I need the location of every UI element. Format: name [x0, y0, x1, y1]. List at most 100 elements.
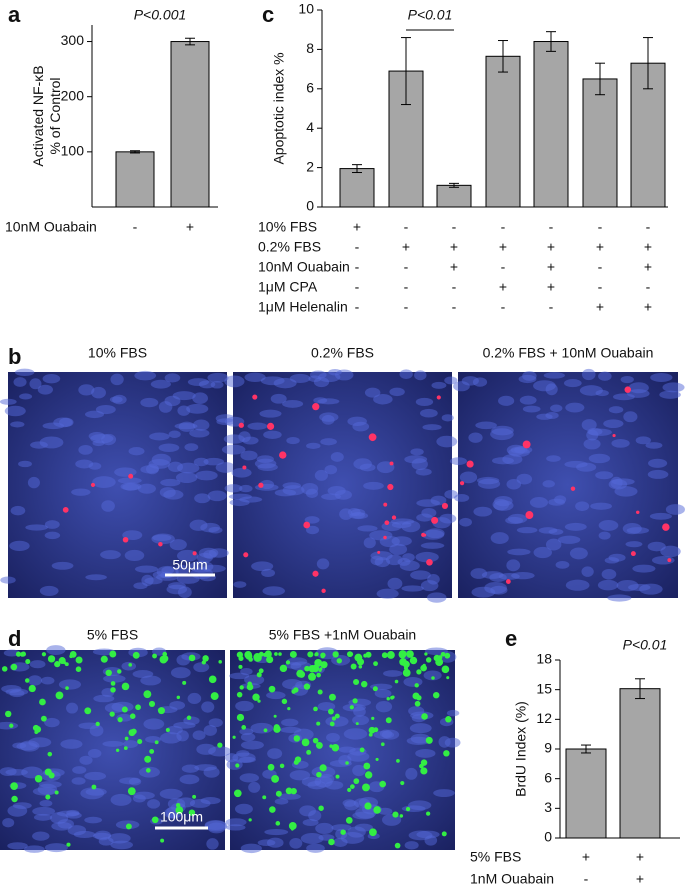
y-tick-label: 200 [61, 87, 85, 103]
nucleus [14, 368, 35, 377]
nucleus [581, 419, 597, 431]
stain [269, 685, 275, 691]
nucleus [192, 392, 208, 404]
stain [377, 550, 381, 554]
stain [238, 655, 244, 662]
nucleus [414, 370, 427, 381]
nucleus [415, 748, 436, 758]
nucleus [542, 480, 555, 488]
nucleus [347, 507, 361, 517]
stain [318, 669, 322, 673]
stain [320, 652, 326, 658]
stain [279, 664, 288, 673]
stain [159, 655, 168, 664]
nucleus [9, 689, 25, 698]
nucleus [363, 481, 384, 490]
condition-sign: - [501, 259, 506, 275]
stain [266, 422, 275, 430]
condition-name: 1μM Helenalin [258, 299, 348, 315]
stain [612, 433, 616, 438]
nucleus [352, 421, 370, 432]
stain [109, 711, 115, 717]
nucleus [321, 414, 335, 425]
nucleus [111, 701, 134, 713]
nucleus [103, 674, 126, 683]
stain [20, 652, 25, 657]
nucleus [420, 542, 445, 549]
nucleus [44, 520, 60, 529]
y-tick-label: 8 [306, 40, 314, 56]
nucleus [149, 432, 170, 441]
stain [256, 672, 262, 678]
nucleus [490, 532, 509, 545]
stain [360, 680, 368, 688]
p-value: P<0.01 [408, 7, 453, 23]
nucleus [172, 391, 196, 401]
nucleus [27, 476, 40, 489]
stain [431, 676, 435, 680]
condition-sign: - [404, 259, 409, 275]
nucleus [423, 670, 442, 681]
stain [213, 692, 218, 698]
nucleus [563, 379, 582, 388]
nucleus [117, 477, 142, 484]
nucleus [259, 409, 282, 418]
condition-sign: - [598, 279, 603, 295]
nucleus [620, 376, 634, 384]
stain [312, 737, 319, 744]
stain [420, 759, 428, 766]
nucleus [647, 469, 669, 479]
y-tick-label: 9 [544, 740, 552, 756]
nucleus [281, 718, 299, 727]
nucleus [444, 489, 458, 499]
nucleus [233, 581, 247, 588]
stain [128, 473, 134, 479]
stain [15, 651, 22, 657]
image-title: 10% FBS [88, 345, 147, 361]
nucleus [207, 372, 229, 383]
nucleus [27, 675, 42, 686]
stain [135, 704, 141, 711]
nucleus [635, 436, 651, 445]
nucleus [404, 455, 428, 464]
nucleus [224, 484, 243, 493]
stain [58, 657, 66, 665]
stain [386, 696, 390, 701]
stain [242, 465, 247, 470]
condition-sign: - [355, 259, 360, 275]
nucleus [160, 478, 181, 487]
stain [306, 749, 312, 755]
stain [422, 663, 426, 667]
condition-sign: - [584, 871, 589, 887]
nucleus [124, 549, 145, 562]
condition-sign: + [644, 259, 652, 275]
condition-sign: - [549, 299, 554, 315]
nucleus [342, 703, 366, 712]
stain [245, 652, 253, 660]
nucleus [120, 482, 142, 491]
y-tick-label: 6 [544, 769, 552, 785]
stain [432, 691, 440, 699]
nucleus [391, 536, 412, 546]
nucleus [575, 501, 590, 512]
stain [416, 669, 422, 675]
nucleus [389, 387, 405, 397]
nucleus [328, 368, 342, 376]
image-title: 5% FBS +1nM Ouabain [269, 627, 416, 643]
stain [233, 789, 242, 798]
nucleus [598, 519, 619, 531]
stain [148, 700, 156, 708]
stain [285, 660, 291, 665]
stain [396, 759, 400, 763]
nucleus [651, 556, 675, 565]
nucleus [123, 740, 139, 748]
stain [66, 842, 71, 847]
stain [45, 794, 51, 800]
condition-sign: - [598, 259, 603, 275]
nucleus [168, 430, 181, 438]
nucleus [193, 662, 210, 673]
nucleus [484, 581, 508, 594]
stain [109, 650, 117, 658]
stain [75, 666, 82, 672]
